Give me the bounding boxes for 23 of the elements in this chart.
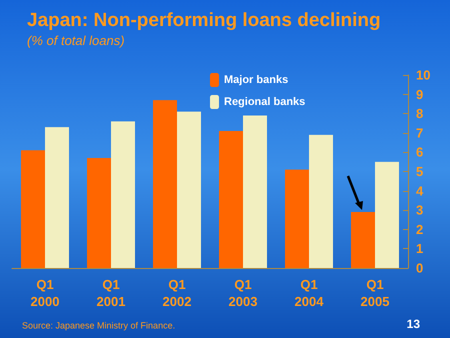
y-tick-label: 1 <box>416 241 424 256</box>
y-tick-label: 2 <box>416 222 424 237</box>
y-tick-label: 7 <box>416 125 424 140</box>
y-tick-label: 9 <box>416 86 424 102</box>
x-tick-label: Q1 2002 <box>162 277 192 309</box>
x-tick-label: Q1 2004 <box>294 277 324 309</box>
legend-label: Regional banks <box>224 96 306 108</box>
x-tick-label: Q1 2001 <box>96 277 126 309</box>
y-tick-label: 6 <box>416 144 424 160</box>
y-tick-label: 4 <box>416 183 424 198</box>
y-tick-label: 0 <box>416 260 424 276</box>
legend-label: Major banks <box>224 74 288 86</box>
x-tick-label: Q1 2003 <box>228 277 258 309</box>
y-tick-label: 5 <box>416 164 424 179</box>
text: 13 <box>406 317 420 331</box>
y-tick-label: 3 <box>416 202 424 218</box>
x-tick-label: Q1 2005 <box>360 277 390 309</box>
y-tick-label: 8 <box>416 106 424 122</box>
chart-title: Japan: Non-performing loans declining <box>27 10 381 31</box>
source-note: Source: Japanese Ministry of Finance. <box>22 320 176 330</box>
chart-subtitle: (% of total loans) <box>27 33 125 48</box>
y-tick-label: 10 <box>416 68 430 82</box>
x-tick-label: Q1 2000 <box>30 277 60 309</box>
